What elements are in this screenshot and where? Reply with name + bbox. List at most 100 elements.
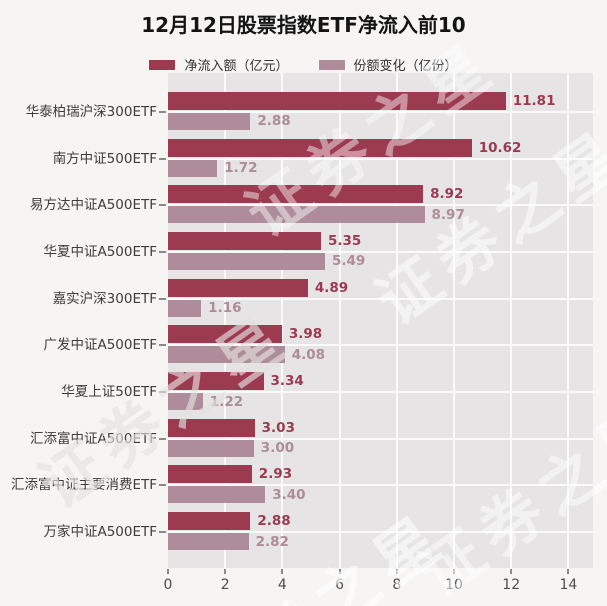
- bar-share-change: [168, 299, 202, 317]
- bar-net-inflow: [168, 278, 308, 297]
- category-label: 万家中证A500ETF: [43, 524, 157, 541]
- x-tick-mark: [510, 569, 513, 574]
- bar-net-inflow: [168, 512, 251, 531]
- y-tick-mark: [159, 484, 166, 487]
- gridline-horizontal: [168, 484, 593, 487]
- bar-net-inflow: [168, 465, 252, 484]
- x-tick-label: 8: [392, 577, 402, 593]
- gridline-vertical: [395, 73, 398, 568]
- y-tick-mark: [159, 250, 166, 253]
- y-tick-mark: [159, 157, 166, 160]
- bar-value-net-inflow: 4.89: [314, 279, 349, 296]
- bar-value-share-change: 8.97: [431, 206, 465, 223]
- bar-share-change: [168, 112, 251, 130]
- bar-share-change: [168, 486, 266, 504]
- y-tick-mark: [159, 344, 166, 347]
- bar-value-share-change: 5.49: [332, 253, 366, 270]
- bar-share-change: [168, 393, 203, 410]
- gridline-horizontal: [168, 204, 593, 207]
- gridline-horizontal: [168, 437, 593, 440]
- bar-value-net-inflow: 2.93: [258, 466, 293, 483]
- bar-value-net-inflow: 3.03: [261, 419, 295, 436]
- x-tick-label: 4: [277, 577, 287, 593]
- bar-share-change: [168, 439, 254, 457]
- bar-net-inflow: [168, 231, 321, 250]
- x-tick-label: 14: [559, 577, 578, 593]
- bar-value-share-change: 2.88: [257, 113, 291, 130]
- y-tick-mark: [159, 110, 166, 113]
- bar-net-inflow: [168, 372, 264, 390]
- bar-share-change: [168, 346, 285, 364]
- bar-value-net-inflow: 8.92: [430, 186, 464, 203]
- bar-value-net-inflow: 5.35: [328, 232, 362, 249]
- x-tick-label: 10: [445, 577, 463, 593]
- gridline-vertical: [281, 73, 284, 568]
- gridline-vertical: [510, 73, 513, 568]
- bar-share-change: [168, 159, 218, 177]
- y-tick-mark: [159, 437, 166, 440]
- x-tick-mark: [338, 569, 341, 574]
- bar-net-inflow: [168, 325, 282, 344]
- bar-value-share-change: 1.22: [209, 393, 244, 410]
- gridline-horizontal: [168, 110, 593, 113]
- bar-value-share-change: 2.82: [255, 533, 289, 550]
- bar-net-inflow: [168, 418, 255, 437]
- legend: 净流入额（亿元） 份额变化（亿份）: [0, 55, 607, 74]
- y-tick-mark: [159, 531, 166, 534]
- bar-value-share-change: 3.40: [272, 486, 306, 503]
- x-tick-label: 12: [502, 577, 521, 593]
- x-tick-mark: [395, 569, 398, 574]
- bar-value-net-inflow: 3.34: [270, 373, 304, 389]
- x-tick-mark: [281, 569, 284, 574]
- bar-net-inflow: [168, 138, 472, 157]
- category-label: 易方达中证A500ETF: [29, 197, 157, 214]
- legend-item-net-inflow: 净流入额（亿元）: [149, 55, 289, 74]
- bar-share-change: [168, 252, 325, 270]
- gridline-vertical: [224, 73, 227, 568]
- category-label: 华泰柏瑞沪深300ETF: [25, 103, 157, 120]
- bar-share-change: [168, 206, 425, 224]
- bar-value-share-change: 3.00: [260, 440, 295, 457]
- bar-share-change: [168, 533, 249, 551]
- category-label: 汇添富中证主要消费ETF: [10, 477, 157, 494]
- x-tick-mark: [453, 569, 455, 574]
- gridline-horizontal: [168, 157, 593, 160]
- x-tick-mark: [567, 569, 570, 574]
- gridline-horizontal: [168, 297, 593, 300]
- category-label: 汇添富中证A500ETF: [29, 430, 157, 447]
- x-tick-mark: [167, 569, 169, 574]
- legend-label-share-change: 份额变化（亿份）: [353, 59, 458, 74]
- gridline-horizontal: [168, 391, 593, 393]
- bar-value-share-change: 1.72: [224, 160, 258, 176]
- y-tick-mark: [159, 391, 166, 393]
- category-label: 南方中证500ETF: [52, 150, 157, 167]
- bar-value-net-inflow: 11.81: [512, 92, 556, 109]
- bar-net-inflow: [168, 185, 424, 204]
- gridline-horizontal: [168, 344, 593, 347]
- bar-value-net-inflow: 3.98: [288, 326, 323, 343]
- category-label: 广发中证A500ETF: [43, 337, 157, 354]
- x-tick-label: 2: [220, 577, 230, 593]
- gridline-vertical: [338, 73, 341, 568]
- gridline-horizontal: [168, 531, 593, 534]
- legend-swatch-share-change: [318, 59, 345, 70]
- x-tick-label: 6: [335, 577, 345, 593]
- x-tick-mark: [224, 569, 227, 574]
- category-label: 华夏上证50ETF: [61, 384, 157, 400]
- legend-label-net-inflow: 净流入额（亿元）: [184, 59, 289, 74]
- category-label: 华夏中证A500ETF: [43, 243, 157, 260]
- bar-value-net-inflow: 10.62: [478, 139, 522, 156]
- bar-value-share-change: 1.16: [208, 300, 242, 317]
- plot-area: 11.81 2.88 10.62 1.72 8.92 8.97 5.35 5.49 4.89 1.…: [168, 73, 593, 568]
- bar-net-inflow: [168, 91, 506, 110]
- y-tick-mark: [159, 297, 166, 300]
- bar-value-net-inflow: 2.88: [257, 513, 291, 530]
- gridline-vertical: [453, 73, 455, 568]
- legend-item-share-change: 份额变化（亿份）: [318, 55, 458, 74]
- gridline-horizontal: [168, 250, 593, 253]
- chart-title: 12月12日股票指数ETF净流入前10: [141, 13, 466, 37]
- y-tick-mark: [159, 204, 166, 207]
- legend-swatch-net-inflow: [149, 59, 176, 70]
- x-tick-label: 0: [163, 577, 173, 593]
